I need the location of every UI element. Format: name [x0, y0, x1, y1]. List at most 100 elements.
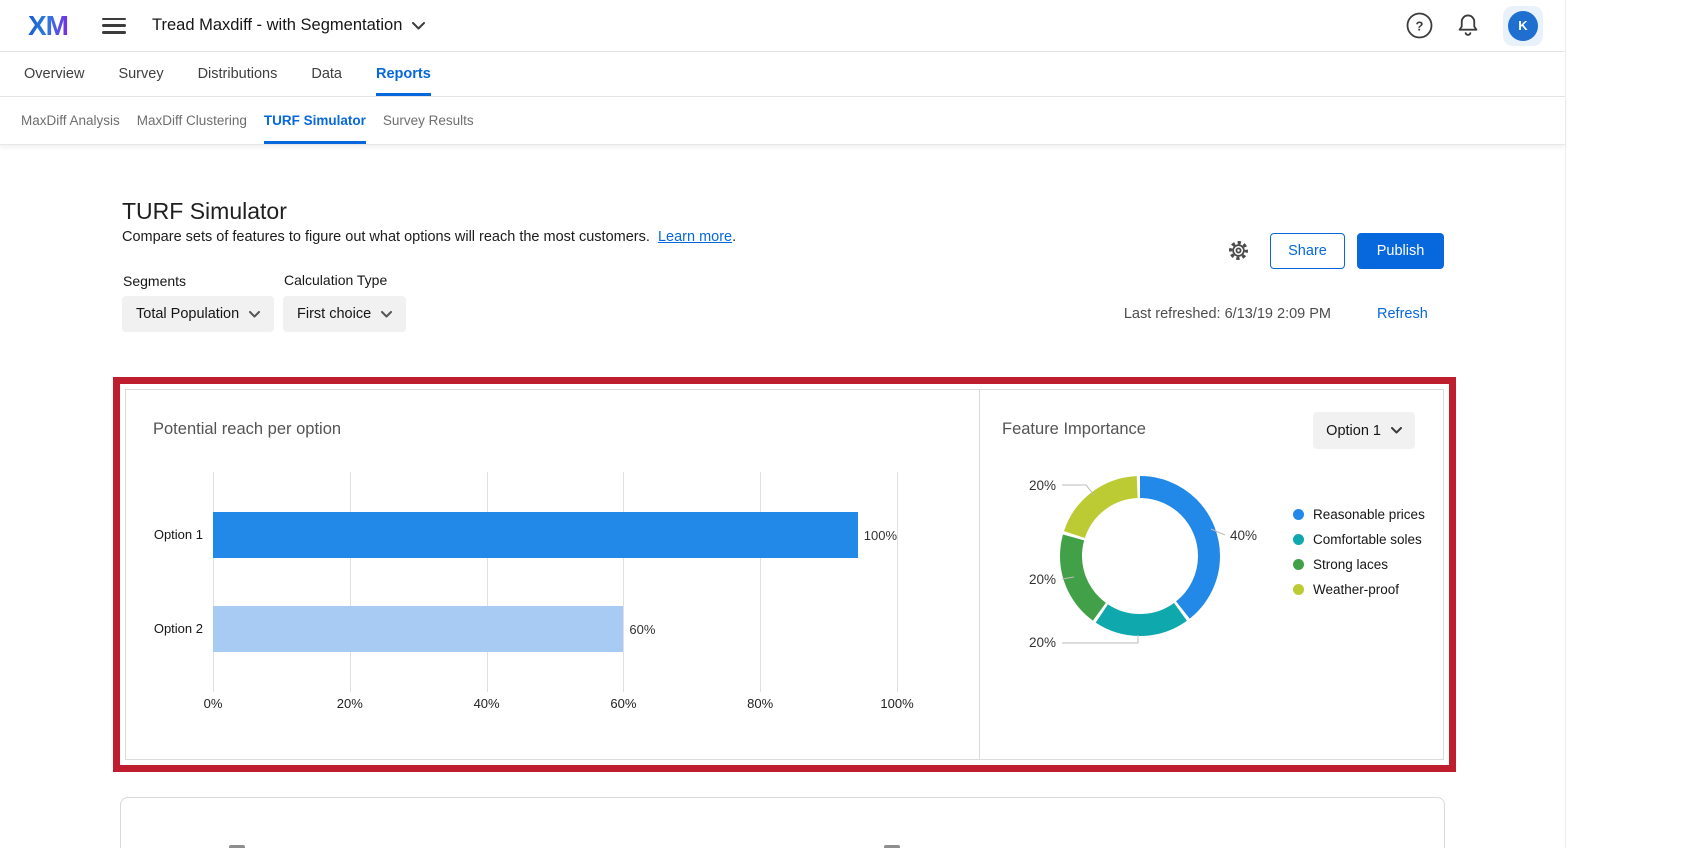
page-title: TURF Simulator	[122, 198, 287, 224]
x-tick-label: 60%	[610, 696, 637, 711]
tab-data[interactable]: Data	[311, 66, 342, 82]
donut-chart-title: Feature Importance	[1002, 420, 1146, 438]
leader-line	[1061, 576, 1075, 580]
bar-chart-title: Potential reach per option	[153, 420, 342, 438]
publish-button[interactable]: Publish	[1357, 233, 1444, 269]
x-tick-label: 100%	[880, 696, 914, 711]
svg-text:?: ?	[1416, 18, 1424, 33]
clipboard-icon	[884, 845, 900, 848]
primary-nav: Overview Survey Distributions Data Repor…	[0, 52, 1565, 97]
hamburger-menu-icon[interactable]	[102, 17, 126, 34]
donut-slice	[1060, 476, 1220, 636]
legend-dot-icon	[1293, 509, 1304, 520]
tab-overview[interactable]: Overview	[24, 66, 85, 82]
chevron-down-icon	[249, 310, 261, 317]
segments-dropdown[interactable]: Total Population	[122, 296, 275, 332]
notifications-button[interactable]	[1455, 12, 1481, 39]
tab-survey[interactable]: Survey	[118, 66, 164, 82]
donut-legend: Reasonable prices Comfortable soles Strong…	[1293, 502, 1425, 602]
next-section-card	[120, 797, 1445, 848]
subtab-turf-simulator[interactable]: TURF Simulator	[263, 97, 366, 144]
xm-logo[interactable]: XM	[28, 9, 69, 41]
calculation-type-dropdown-value: First choice	[297, 306, 372, 322]
clipboard-icon	[229, 845, 245, 848]
legend-label: Reasonable prices	[1313, 507, 1425, 522]
donut-percent-label: 40%	[1230, 528, 1257, 543]
gridline	[897, 472, 898, 692]
gridline	[623, 472, 625, 692]
bar-chart-plot: Option 1 100% Option 2 60%	[154, 472, 898, 692]
leader-line	[1210, 528, 1226, 536]
last-refreshed-text: Last refreshed: 6/13/19 2:09 PM	[1123, 306, 1331, 322]
legend-dot-icon	[1293, 534, 1304, 545]
option-selector-dropdown[interactable]: Option 1	[1313, 412, 1415, 449]
segments-dropdown-value: Total Population	[136, 306, 240, 322]
legend-dot-icon	[1293, 559, 1304, 570]
donut-percent-label: 20%	[1029, 478, 1056, 493]
report-settings-button[interactable]	[1227, 239, 1250, 262]
potential-reach-panel: Potential reach per option Option 1 100% O…	[126, 390, 980, 759]
x-tick-label: 40%	[473, 696, 500, 711]
subtab-maxdiff-analysis[interactable]: MaxDiff Analysis	[21, 113, 120, 128]
donut-svg: 40% 20% 20% 20%	[1029, 476, 1257, 650]
highlight-annotation: Potential reach per option Option 1 100% O…	[113, 377, 1456, 772]
learn-more-link[interactable]: Learn more	[657, 229, 733, 245]
gridline	[213, 472, 214, 692]
bar-row: Option 2 60%	[154, 606, 897, 652]
x-tick-label: 80%	[747, 696, 774, 711]
donut-slice	[1060, 476, 1220, 636]
tab-reports[interactable]: Reports	[376, 52, 431, 96]
feature-importance-panel: Feature Importance Option 1 40% 20% 20% 20%…	[980, 390, 1443, 759]
legend-label: Strong laces	[1313, 557, 1389, 572]
legend-label: Comfortable soles	[1313, 532, 1422, 547]
account-menu[interactable]: K	[1503, 5, 1543, 46]
refresh-link[interactable]: Refresh	[1377, 306, 1428, 322]
donut-percent-label: 20%	[1029, 635, 1056, 650]
bar-value-label: 60%	[629, 621, 656, 637]
subtab-survey-results[interactable]: Survey Results	[382, 113, 474, 128]
x-tick-label: 0%	[203, 696, 223, 711]
legend-item: Comfortable soles	[1293, 527, 1425, 552]
x-tick-label: 20%	[336, 696, 363, 711]
leader-line	[1062, 484, 1095, 496]
bar-category-label: Option 1	[153, 527, 203, 542]
app-window: XM Tread Maxdiff - with Segmentation ? K	[0, 0, 1566, 848]
secondary-nav: MaxDiff Analysis MaxDiff Clustering TURF…	[0, 97, 1565, 145]
gridline	[349, 472, 351, 692]
avatar: K	[1508, 10, 1538, 41]
option-selector-value: Option 1	[1326, 422, 1381, 439]
legend-item: Reasonable prices	[1293, 502, 1425, 527]
share-button[interactable]: Share	[1270, 233, 1345, 269]
chevron-down-icon	[412, 21, 426, 29]
segments-label: Segments	[123, 273, 187, 289]
chevron-down-icon	[1391, 427, 1402, 434]
leader-line	[1062, 635, 1139, 644]
subtab-maxdiff-clustering[interactable]: MaxDiff Clustering	[136, 113, 247, 128]
gridline	[760, 472, 762, 692]
top-bar: XM Tread Maxdiff - with Segmentation ? K	[0, 0, 1565, 52]
bell-icon	[1458, 14, 1478, 36]
donut-slice	[1060, 476, 1220, 636]
bar	[213, 512, 858, 558]
calculation-type-dropdown[interactable]: First choice	[283, 296, 407, 332]
project-switcher[interactable]: Tread Maxdiff - with Segmentation	[152, 16, 426, 35]
bar-chart-xaxis: 0% 20% 40% 60% 80% 100%	[204, 692, 914, 712]
bar-value-label: 100%	[863, 527, 897, 543]
legend-dot-icon	[1293, 584, 1304, 595]
legend-item: Weather-proof	[1293, 577, 1425, 602]
page-description-text: Compare sets of features to figure out w…	[122, 229, 650, 245]
report-content: TURF Simulator Compare sets of features …	[0, 145, 1565, 848]
legend-item: Strong laces	[1293, 552, 1425, 577]
gear-icon	[1229, 241, 1248, 260]
bar-row: Option 1 100%	[154, 512, 897, 558]
help-button[interactable]: ?	[1406, 12, 1433, 39]
calculation-type-label: Calculation Type	[284, 272, 388, 288]
gridline	[486, 472, 488, 692]
chevron-down-icon	[381, 310, 393, 317]
donut-percent-label: 20%	[1029, 572, 1056, 587]
bar	[213, 606, 624, 652]
learn-more-suffix: .	[732, 229, 737, 245]
tab-distributions[interactable]: Distributions	[197, 66, 278, 82]
charts-card: Potential reach per option Option 1 100% O…	[125, 389, 1444, 760]
bar-category-label: Option 2	[153, 621, 203, 636]
